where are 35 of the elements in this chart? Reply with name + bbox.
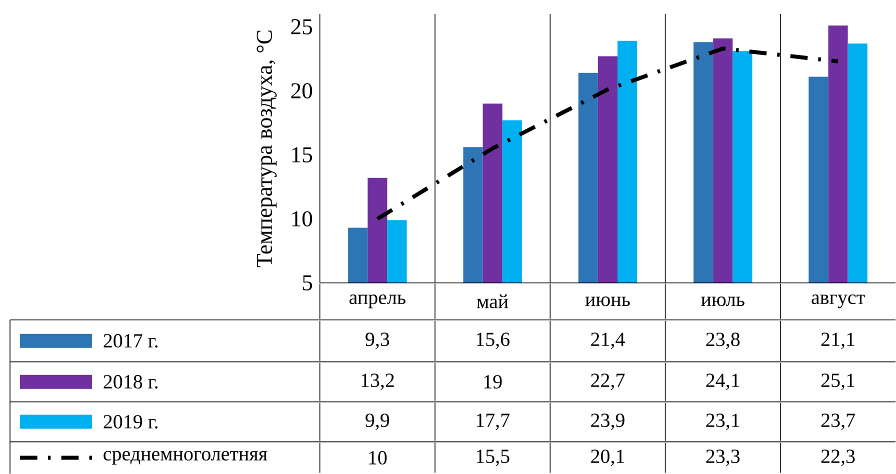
y-axis-title: Температура воздуха, °С (256, 30, 277, 268)
data-label: 25,1 (821, 374, 854, 390)
x-tick-label: июнь (585, 296, 630, 306)
data-label: 23,8 (706, 332, 740, 349)
y-tick-label: 5 (302, 275, 312, 290)
data-label: 15,6 (476, 332, 510, 349)
legend-label: среднемноголетняя (104, 450, 268, 465)
y-tick-label: 10 (292, 211, 312, 226)
data-label: 22,3 (821, 450, 855, 466)
x-tick-label: июль (701, 296, 744, 306)
y-tick-label: 15 (292, 147, 312, 162)
data-label: 17,7 (476, 414, 510, 430)
data-label: 20,1 (591, 450, 624, 466)
data-label: 9,9 (366, 414, 390, 430)
data-label: 21,1 (821, 332, 854, 349)
x-tick-label: апрель (350, 294, 406, 308)
y-tick-label: 20 (291, 83, 312, 98)
legend-label: 2019 г. (104, 414, 158, 429)
data-label: 23,1 (706, 414, 740, 430)
data-label: 10 (369, 450, 387, 464)
data-label: 13,2 (362, 374, 394, 390)
legend-label: 2017 г. (104, 334, 158, 348)
data-label: 23,7 (821, 414, 855, 430)
x-tick-label: август (812, 294, 865, 308)
data-label: 19 (484, 375, 502, 388)
data-label: 9,3 (366, 332, 390, 349)
y-tick-label: 25 (291, 19, 312, 34)
legend-label: 2018 г. (104, 374, 158, 389)
data-label: 22,7 (591, 374, 625, 390)
data-label: 15,5 (476, 450, 510, 466)
data-label: 24,1 (706, 374, 740, 390)
x-tick-label: май (477, 294, 508, 308)
data-label: 23,9 (591, 414, 624, 430)
data-label: 21,4 (591, 332, 625, 349)
data-label: 23,3 (706, 450, 740, 466)
